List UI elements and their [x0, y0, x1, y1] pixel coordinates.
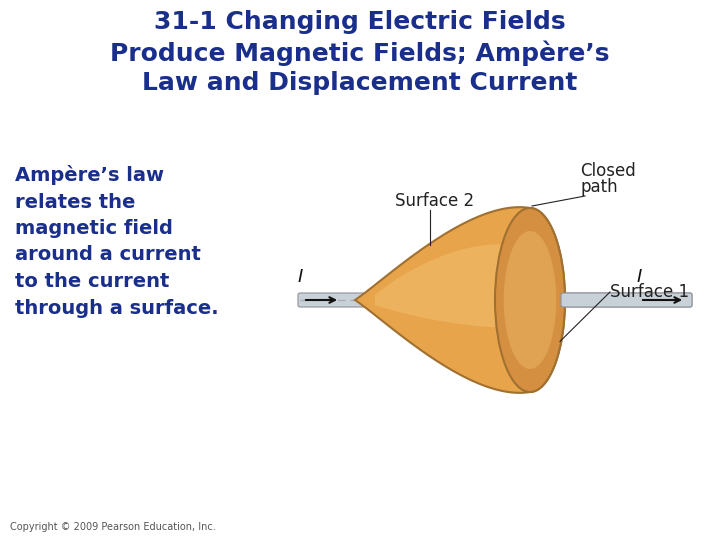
Text: Closed: Closed [580, 162, 636, 180]
Text: I: I [637, 268, 642, 286]
Text: Ampère’s law
relates the
magnetic field
around a current
to the current
through : Ampère’s law relates the magnetic field … [15, 165, 219, 318]
Ellipse shape [504, 231, 557, 369]
FancyBboxPatch shape [561, 293, 692, 307]
Text: I: I [298, 268, 303, 286]
Text: 31-1 Changing Electric Fields
Produce Magnetic Fields; Ampère’s
Law and Displace: 31-1 Changing Electric Fields Produce Ma… [110, 10, 610, 96]
Text: Surface 1: Surface 1 [610, 283, 689, 301]
Polygon shape [375, 244, 510, 328]
Text: Surface 2: Surface 2 [395, 192, 474, 210]
Text: Copyright © 2009 Pearson Education, Inc.: Copyright © 2009 Pearson Education, Inc. [10, 522, 216, 532]
FancyBboxPatch shape [298, 293, 692, 307]
Polygon shape [355, 207, 565, 393]
Ellipse shape [495, 208, 565, 392]
Text: path: path [580, 178, 618, 196]
